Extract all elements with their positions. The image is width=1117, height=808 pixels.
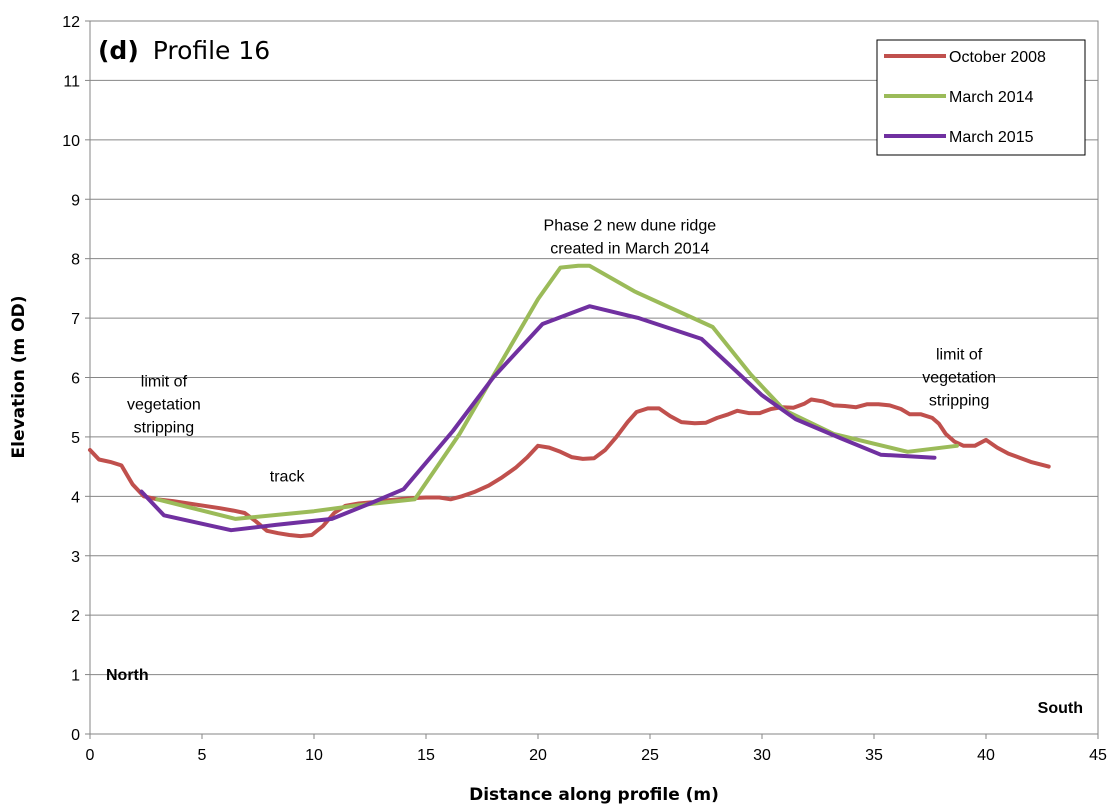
y-tick-label: 2: [71, 608, 80, 625]
panel-title-letter: (d): [98, 36, 139, 65]
x-tick-label: 20: [529, 747, 547, 764]
annotations: Phase 2 new dune ridge created in March 2…: [127, 218, 996, 486]
corner-label-north: North: [106, 667, 149, 684]
x-tick-label: 0: [86, 747, 95, 764]
annotation-line: track: [270, 468, 306, 485]
series-line-october-2008: [88, 397, 1051, 539]
legend-label-march-2015: March 2015: [949, 129, 1034, 146]
y-tick-label: 10: [62, 133, 80, 150]
legend: October 2008 March 2014 March 2015: [876, 39, 1086, 156]
y-tick-label: 0: [71, 727, 80, 744]
annotation-0: Phase 2 new dune ridge created in March 2…: [544, 218, 717, 258]
annotation-line: created in March 2014: [550, 241, 709, 258]
y-tick-label: 4: [71, 489, 80, 506]
y-tick-label: 8: [71, 252, 80, 269]
annotation-line: vegetation: [922, 370, 996, 387]
series-line-march-2014: [155, 263, 959, 521]
annotation-2: limit of vegetation stripping: [922, 347, 996, 410]
legend-label-march-2014: March 2014: [949, 89, 1034, 106]
x-axis-title: Distance along profile (m): [469, 785, 719, 805]
panel-title: (d) Profile 16: [98, 36, 270, 65]
x-tick-label: 10: [305, 747, 323, 764]
annotation-line: Phase 2 new dune ridge: [544, 218, 717, 235]
x-tick-label: 15: [417, 747, 435, 764]
annotation-1: limit of vegetation stripping: [127, 373, 201, 436]
corner-label-south: South: [1038, 700, 1083, 717]
annotation-line: limit of: [141, 373, 188, 390]
annotation-line: vegetation: [127, 396, 201, 413]
series-line-march-2015: [139, 304, 937, 533]
panel-title-text: Profile 16: [153, 36, 271, 65]
annotation-line: stripping: [134, 419, 194, 436]
annotation-line: limit of: [936, 347, 983, 364]
annotation-3: track: [270, 468, 306, 485]
x-tick-label: 35: [865, 747, 883, 764]
y-axis-title: Elevation (m OD): [9, 296, 29, 459]
x-tick-label: 30: [753, 747, 771, 764]
y-tick-label: 7: [71, 311, 80, 328]
x-tick-label: 40: [977, 747, 995, 764]
y-tick-label: 3: [71, 549, 80, 566]
legend-label-october-2008: October 2008: [949, 49, 1046, 66]
y-tick-label: 9: [71, 192, 80, 209]
x-tick-label: 5: [198, 747, 207, 764]
x-tick-label: 45: [1089, 747, 1107, 764]
y-tick-label: 12: [62, 14, 80, 31]
y-tick-label: 6: [71, 371, 80, 388]
x-tick-label: 25: [641, 747, 659, 764]
y-tick-label: 1: [71, 668, 80, 685]
y-tick-label: 5: [71, 430, 80, 447]
annotation-line: stripping: [929, 393, 989, 410]
y-tick-label: 11: [63, 73, 80, 90]
series-lines: [88, 263, 1051, 539]
